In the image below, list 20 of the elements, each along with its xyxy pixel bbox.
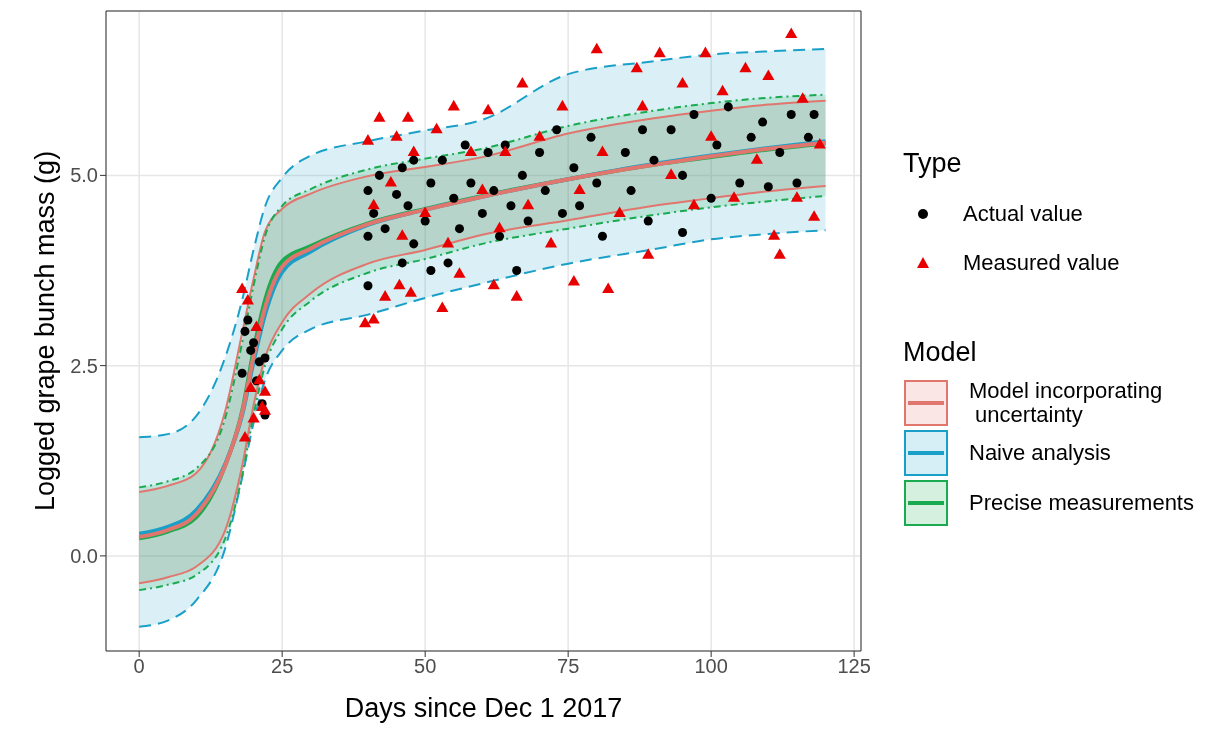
x-tick-label: 0: [133, 655, 145, 678]
text: Type: [903, 148, 962, 178]
legend-label: Model incorporating uncertainty: [969, 378, 1163, 427]
legend-label: Precise measurements: [969, 490, 1194, 515]
y-axis-title: Logged grape bunch mass (g): [29, 150, 60, 512]
x-tick-label: 25: [271, 655, 294, 678]
y-tick-label: 5.0: [70, 164, 98, 187]
x-tick-label: 75: [557, 655, 580, 678]
line-series: [138, 229, 827, 628]
y-tick-label: 2.5: [70, 354, 98, 377]
x-tick-label: 125: [837, 655, 871, 678]
x-axis-title: Days since Dec 1 2017: [344, 693, 623, 723]
x-tick-label: 100: [694, 655, 728, 678]
legend-label: Measured value: [963, 249, 1120, 275]
text: Model: [903, 337, 977, 367]
y-tick-label: 0.0: [70, 544, 98, 567]
legend-label: Actual value: [963, 200, 1083, 226]
legend-label: Naive analysis: [969, 440, 1111, 465]
line-series: [138, 48, 827, 439]
x-tick-label: 50: [414, 655, 437, 678]
